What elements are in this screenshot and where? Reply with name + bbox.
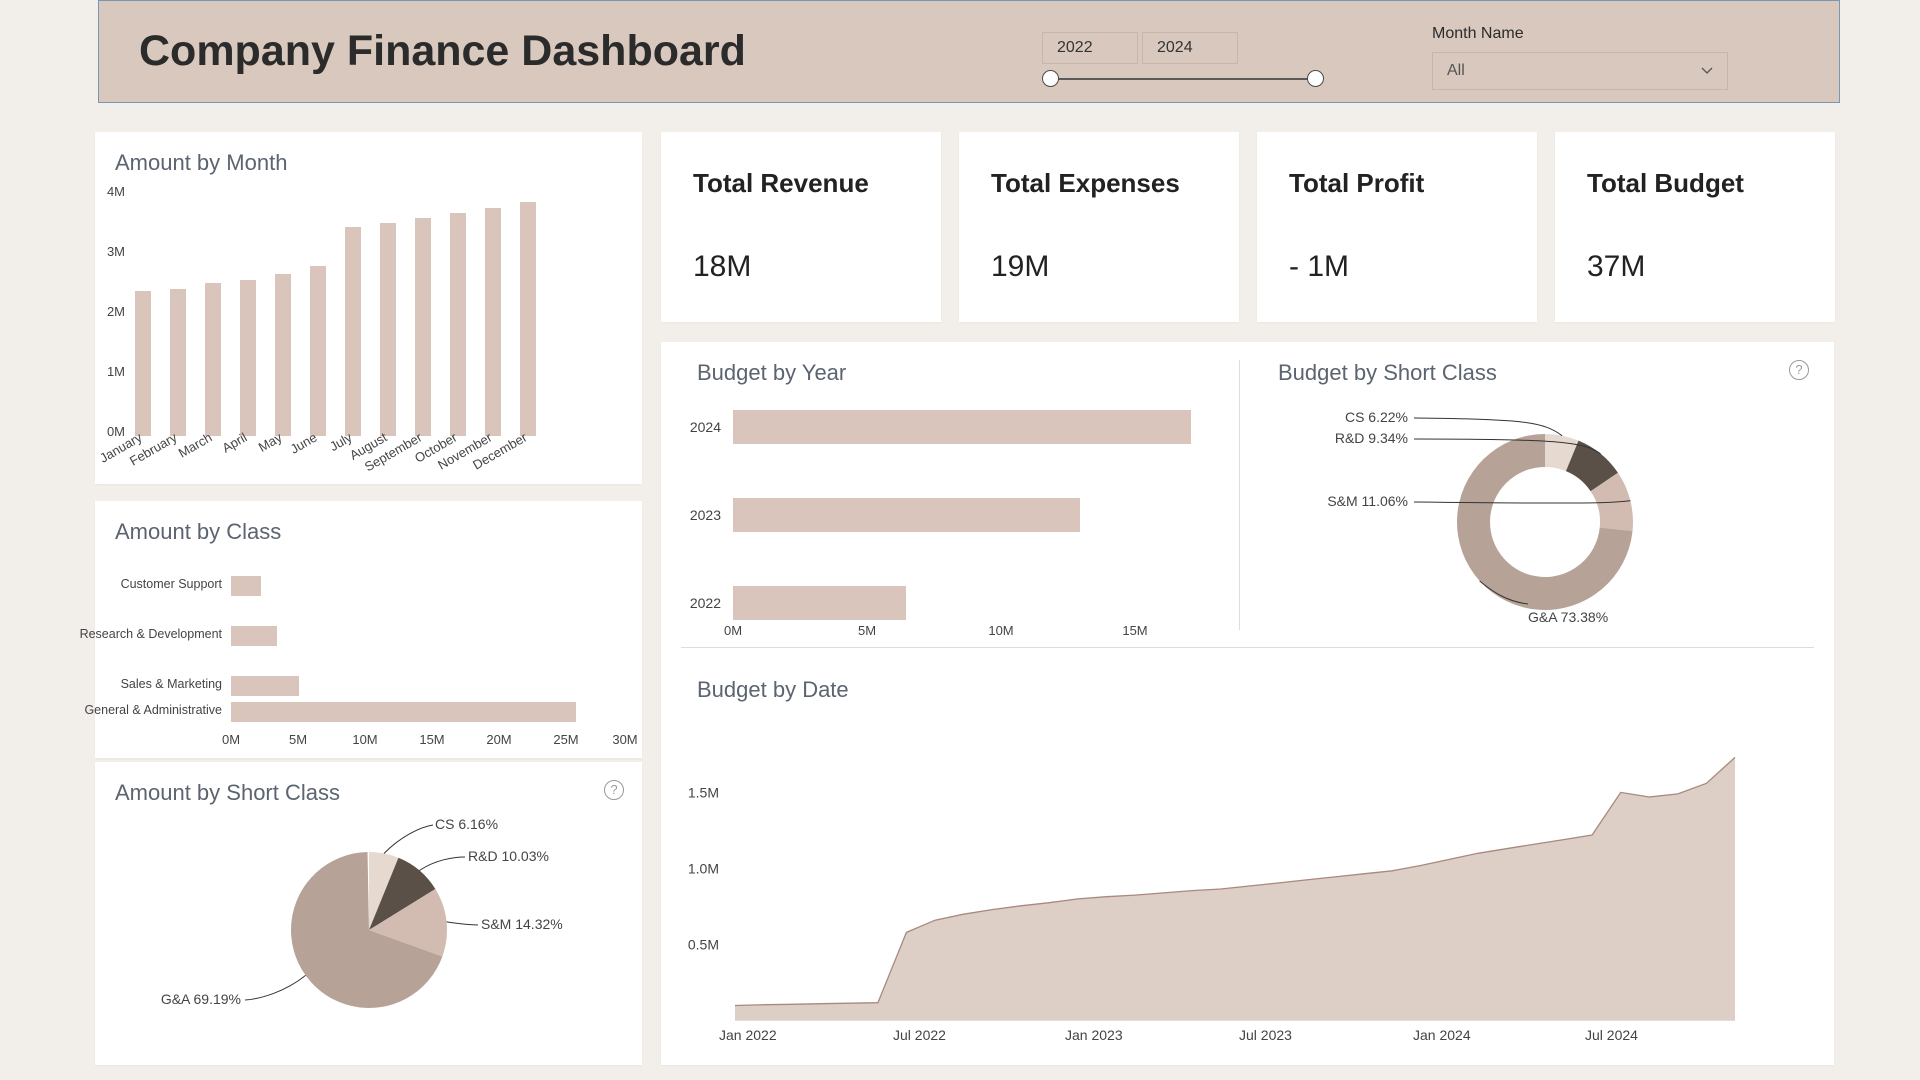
svg-text:0M: 0M <box>724 623 742 638</box>
svg-text:R&D 10.03%: R&D 10.03% <box>468 848 549 864</box>
svg-text:1.5M: 1.5M <box>688 785 719 801</box>
svg-text:10M: 10M <box>352 732 377 747</box>
svg-text:Customer Support: Customer Support <box>121 577 223 591</box>
svg-text:Research & Development: Research & Development <box>80 627 223 641</box>
svg-text:1M: 1M <box>107 364 125 379</box>
svg-text:1.0M: 1.0M <box>688 861 719 877</box>
svg-text:R&D 9.34%: R&D 9.34% <box>1335 430 1408 446</box>
svg-text:S&M 14.32%: S&M 14.32% <box>481 916 563 932</box>
svg-text:15M: 15M <box>1122 623 1147 638</box>
svg-text:2M: 2M <box>107 304 125 319</box>
svg-text:5M: 5M <box>858 623 876 638</box>
svg-text:Jan 2022: Jan 2022 <box>719 1027 777 1043</box>
svg-text:Jul 2024: Jul 2024 <box>1585 1027 1638 1043</box>
svg-text:20M: 20M <box>486 732 511 747</box>
svg-text:CS 6.16%: CS 6.16% <box>435 816 498 832</box>
svg-text:3M: 3M <box>107 244 125 259</box>
svg-text:Sales & Marketing: Sales & Marketing <box>121 677 222 691</box>
svg-text:15M: 15M <box>419 732 444 747</box>
svg-text:10M: 10M <box>988 623 1013 638</box>
svg-text:CS 6.22%: CS 6.22% <box>1345 409 1408 425</box>
svg-text:Jan 2023: Jan 2023 <box>1065 1027 1123 1043</box>
svg-text:G&A 73.38%: G&A 73.38% <box>1528 609 1608 625</box>
svg-text:S&M 11.06%: S&M 11.06% <box>1327 493 1408 509</box>
svg-text:0M: 0M <box>107 424 125 439</box>
svg-text:5M: 5M <box>289 732 307 747</box>
svg-text:Jul 2023: Jul 2023 <box>1239 1027 1292 1043</box>
svg-text:Jan 2024: Jan 2024 <box>1413 1027 1471 1043</box>
svg-text:2022: 2022 <box>690 595 721 611</box>
svg-text:Jul 2022: Jul 2022 <box>893 1027 946 1043</box>
svg-text:25M: 25M <box>553 732 578 747</box>
svg-text:G&A 69.19%: G&A 69.19% <box>161 991 241 1007</box>
svg-text:General & Administrative: General & Administrative <box>84 703 222 717</box>
svg-text:4M: 4M <box>107 184 125 199</box>
svg-text:0.5M: 0.5M <box>688 937 719 953</box>
svg-text:2024: 2024 <box>690 419 721 435</box>
svg-text:0M: 0M <box>222 732 240 747</box>
svg-text:2023: 2023 <box>690 507 721 523</box>
svg-text:30M: 30M <box>612 732 637 747</box>
